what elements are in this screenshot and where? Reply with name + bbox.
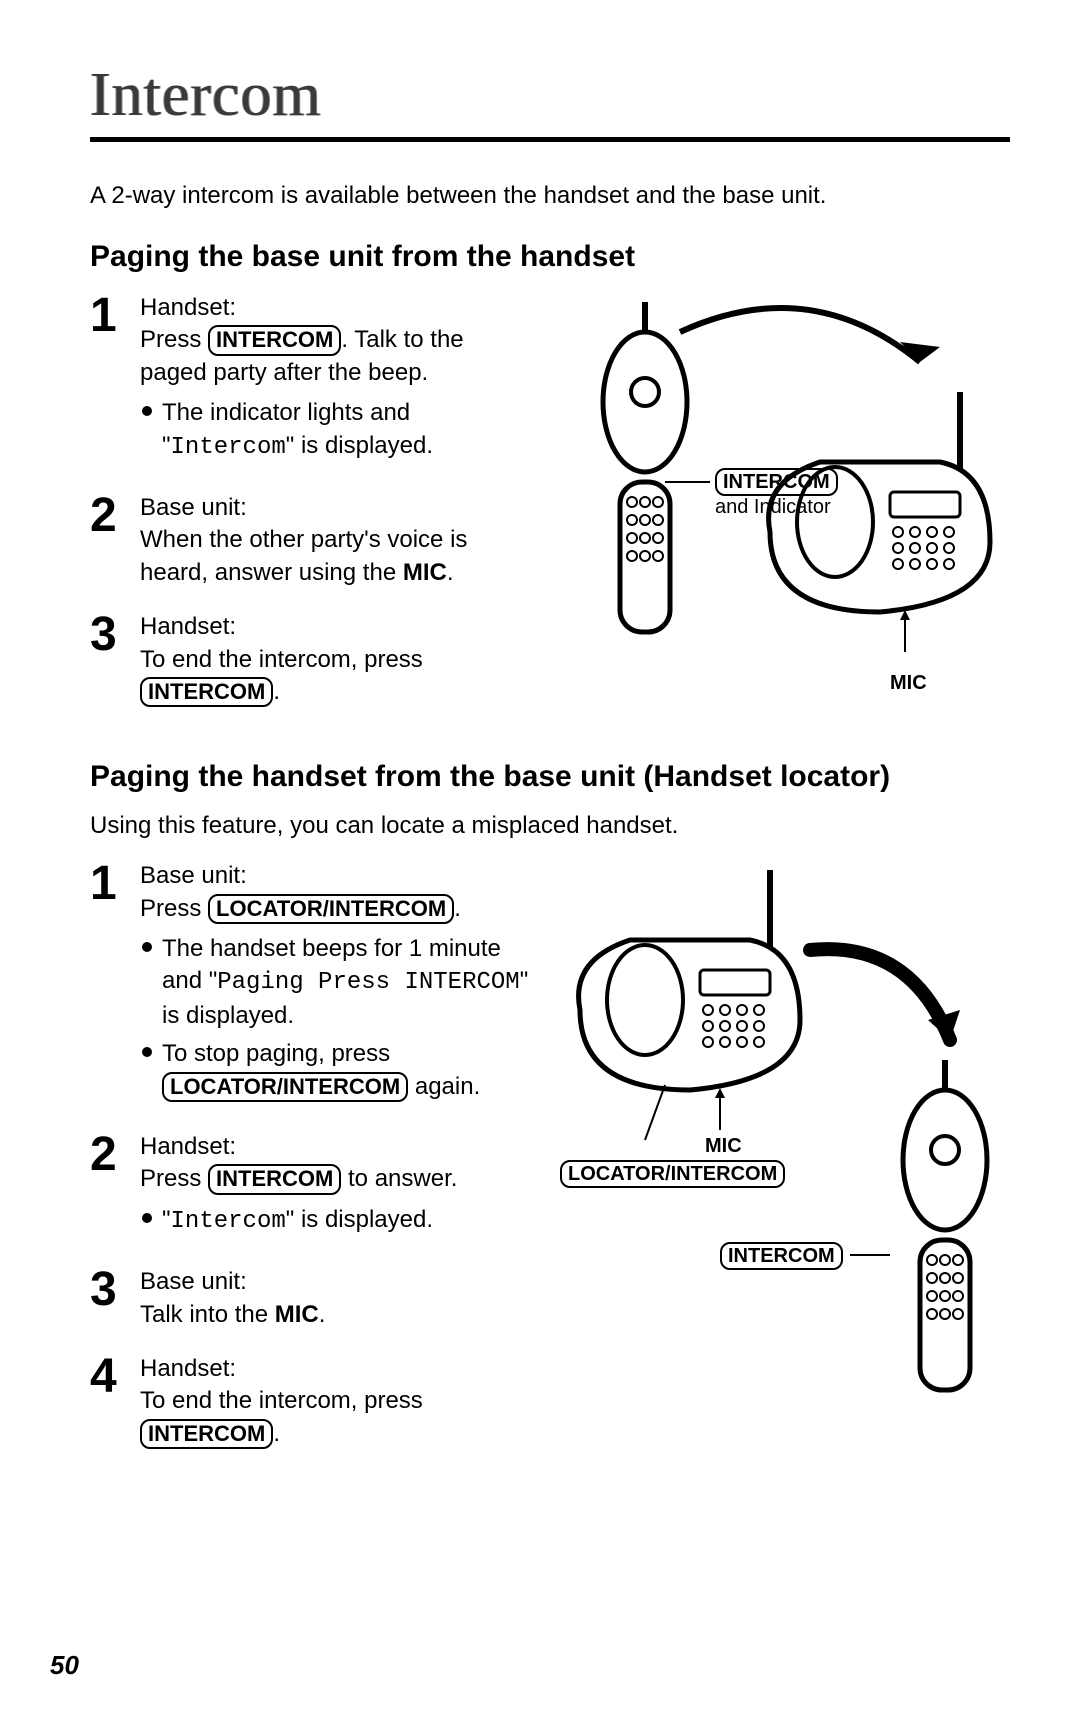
step-b3: 3 Base unit: Talk into the MIC.	[90, 1266, 530, 1331]
device-label: Base unit:	[140, 492, 530, 524]
section-a-steps: 1 Handset: Press INTERCOM. Talk to the p…	[90, 292, 530, 730]
step-text: Press	[140, 895, 208, 922]
step-b2: 2 Handset: Press INTERCOM to answer. "In…	[90, 1131, 530, 1244]
section-b-intro: Using this feature, you can locate a mis…	[90, 812, 1010, 840]
device-label: Handset:	[140, 1131, 457, 1163]
intercom-button-label: INTERCOM	[140, 677, 273, 707]
intercom-button-label: INTERCOM	[715, 468, 838, 496]
step-text: .	[447, 559, 454, 586]
locator-button-label: LOCATOR/INTERCOM	[208, 894, 454, 924]
indicator-label: and Indicator	[715, 496, 831, 518]
step-number: 1	[90, 860, 140, 908]
step-number: 3	[90, 1266, 140, 1314]
step-body: Base unit: Press LOCATOR/INTERCOM. The h…	[140, 860, 530, 1109]
step-text: To end the intercom, press	[140, 1387, 423, 1414]
bullet: The handset beeps for 1 minute and "Pagi…	[140, 933, 530, 1032]
step-b4: 4 Handset: To end the intercom, press IN…	[90, 1353, 530, 1450]
step-a1: 1 Handset: Press INTERCOM. Talk to the p…	[90, 292, 530, 470]
intercom-button-label: INTERCOM	[720, 1242, 843, 1270]
device-label: Base unit:	[140, 1266, 325, 1298]
page-number: 50	[50, 1650, 79, 1681]
device-label: Handset:	[140, 611, 530, 643]
step-body: Base unit: Talk into the MIC.	[140, 1266, 325, 1331]
step-text: .	[454, 895, 461, 922]
device-label: Handset:	[140, 1353, 530, 1385]
manual-page: Intercom A 2-way intercom is available b…	[0, 0, 1080, 1711]
section-b-heading: Paging the handset from the base unit (H…	[90, 760, 1010, 794]
section-b-diagram: MIC LOCATOR/INTERCOM INTERCOM	[550, 860, 1010, 1472]
bullet-text: "	[162, 1206, 171, 1233]
step-number: 3	[90, 611, 140, 659]
step-body: Handset: Press INTERCOM. Talk to the pag…	[140, 292, 530, 470]
step-text: To end the intercom, press	[140, 646, 423, 673]
mic-label: MIC	[403, 559, 447, 586]
intercom-callout: INTERCOM and Indicator	[715, 468, 838, 519]
step-b1: 1 Base unit: Press LOCATOR/INTERCOM. The…	[90, 860, 530, 1109]
step-number: 1	[90, 292, 140, 340]
locator-callout: LOCATOR/INTERCOM	[560, 1160, 785, 1188]
display-text: Paging Press INTERCOM	[217, 969, 519, 996]
step-a3: 3 Handset: To end the intercom, press IN…	[90, 611, 530, 708]
step-body: Handset: To end the intercom, press INTE…	[140, 611, 530, 708]
step-text: Press	[140, 326, 208, 353]
display-text: Intercom	[171, 1208, 286, 1235]
locator-button-label: LOCATOR/INTERCOM	[560, 1160, 785, 1188]
step-text: to answer.	[341, 1165, 457, 1192]
section-a-columns: 1 Handset: Press INTERCOM. Talk to the p…	[90, 292, 1010, 730]
sub-bullets: "Intercom" is displayed.	[140, 1204, 457, 1238]
bullet: To stop paging, press LOCATOR/INTERCOM a…	[140, 1038, 530, 1103]
device-label: Handset:	[140, 292, 530, 324]
step-text: .	[273, 678, 280, 705]
bullet-text: " is displayed.	[286, 1206, 433, 1233]
intercom-button-label: INTERCOM	[208, 1164, 341, 1194]
device-label: Base unit:	[140, 860, 530, 892]
page-title: Intercom	[90, 60, 1010, 131]
section-b-columns: 1 Base unit: Press LOCATOR/INTERCOM. The…	[90, 860, 1010, 1472]
bullet-text: again.	[408, 1073, 480, 1100]
bullet-text: To stop paging, press	[162, 1040, 390, 1067]
step-text: Press	[140, 1165, 208, 1192]
step-number: 2	[90, 1131, 140, 1179]
step-body: Handset: To end the intercom, press INTE…	[140, 1353, 530, 1450]
step-number: 2	[90, 492, 140, 540]
bullet: "Intercom" is displayed.	[140, 1204, 457, 1238]
intercom-button-label: INTERCOM	[208, 325, 341, 355]
mic-label: MIC	[275, 1301, 319, 1328]
display-text: Intercom	[171, 434, 286, 461]
section-a-heading: Paging the base unit from the handset	[90, 240, 1010, 274]
intercom-callout: INTERCOM	[720, 1242, 843, 1270]
step-body: Base unit: When the other party's voice …	[140, 492, 530, 589]
locator-button-label: LOCATOR/INTERCOM	[162, 1072, 408, 1102]
section-b-steps: 1 Base unit: Press LOCATOR/INTERCOM. The…	[90, 860, 530, 1472]
step-number: 4	[90, 1353, 140, 1401]
mic-callout: MIC	[705, 1135, 742, 1158]
step-text: .	[273, 1420, 280, 1447]
section-a-diagram: INTERCOM and Indicator MIC	[550, 292, 1010, 730]
mic-callout: MIC	[890, 672, 927, 695]
bullet: The indicator lights and "Intercom" is d…	[140, 397, 530, 464]
intercom-button-label: INTERCOM	[140, 1419, 273, 1449]
sub-bullets: The handset beeps for 1 minute and "Pagi…	[140, 933, 530, 1103]
intro-text: A 2-way intercom is available between th…	[90, 182, 1010, 210]
step-a2: 2 Base unit: When the other party's voic…	[90, 492, 530, 589]
title-rule	[90, 137, 1010, 142]
step-body: Handset: Press INTERCOM to answer. "Inte…	[140, 1131, 457, 1244]
base-to-handset-diagram	[550, 860, 1010, 1420]
sub-bullets: The indicator lights and "Intercom" is d…	[140, 397, 530, 464]
step-text: Talk into the	[140, 1301, 275, 1328]
step-text: .	[319, 1301, 326, 1328]
bullet-text: " is displayed.	[286, 432, 433, 459]
